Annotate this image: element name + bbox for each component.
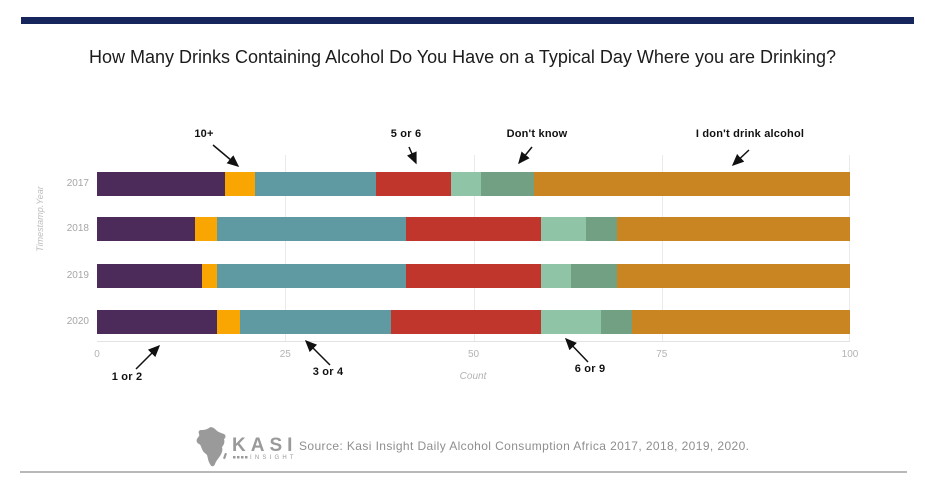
bar-segment[interactable] <box>97 217 195 241</box>
arrow-6or9 <box>564 337 589 363</box>
x-axis-title: Count <box>459 371 487 382</box>
bar-segment[interactable] <box>225 172 256 196</box>
bar-segment[interactable] <box>616 264 850 288</box>
bar-segment[interactable] <box>571 264 617 288</box>
bar-row-2017 <box>97 172 850 196</box>
bar-segment[interactable] <box>255 172 376 196</box>
header-accent-bar <box>21 17 914 24</box>
y-tick-label: 2017 <box>66 178 89 189</box>
bar-segment[interactable] <box>616 217 850 241</box>
bar-segment[interactable] <box>217 217 406 241</box>
kasi-logo-text: KASI <box>232 435 297 456</box>
bar-segment[interactable] <box>217 310 241 334</box>
arrow-3or4 <box>304 339 331 366</box>
kasi-logo-subtext: INSIGHT <box>250 455 297 461</box>
x-tick-label: 25 <box>279 349 291 360</box>
x-tick-label: 100 <box>841 349 859 360</box>
gridline-25 <box>285 155 287 342</box>
gridline-100 <box>849 155 850 342</box>
bar-segment[interactable] <box>202 264 218 288</box>
bar-segment[interactable] <box>450 172 481 196</box>
kasi-logo: KASI INSIGHT <box>196 427 297 467</box>
bar-segment[interactable] <box>405 217 542 241</box>
bar-segment[interactable] <box>375 172 451 196</box>
x-tick-label: 75 <box>656 349 668 360</box>
gridline-50 <box>473 155 475 342</box>
y-tick-label: 2018 <box>66 223 89 234</box>
y-tick-label: 2020 <box>66 316 89 327</box>
gridline-75 <box>661 155 663 342</box>
bar-row-2019 <box>97 264 850 288</box>
bar-segment[interactable] <box>541 310 602 334</box>
annotation-label-6or9: 6 or 9 <box>574 363 606 375</box>
bar-segment[interactable] <box>194 217 218 241</box>
x-tick-label: 50 <box>467 349 480 360</box>
bar-segment[interactable] <box>541 264 572 288</box>
x-axis-line <box>97 341 850 342</box>
chart-title: How Many Drinks Containing Alcohol Do Yo… <box>88 47 837 67</box>
bar-segment[interactable] <box>97 264 203 288</box>
footer-divider <box>20 471 907 473</box>
annotation-label-dont-drink: I don't drink alcohol <box>695 128 805 140</box>
bar-segment[interactable] <box>240 310 391 334</box>
y-tick-label: 2019 <box>66 270 89 281</box>
annotation-label-1or2: 1 or 2 <box>111 371 143 383</box>
bar-segment[interactable] <box>601 310 632 334</box>
annotation-label-10plus: 10+ <box>194 128 214 140</box>
logo-dots <box>233 456 248 459</box>
bar-segment[interactable] <box>631 310 850 334</box>
bar-segment[interactable] <box>405 264 542 288</box>
bar-segment[interactable] <box>97 310 218 334</box>
arrow-1or2 <box>135 344 161 370</box>
bar-segment[interactable] <box>480 172 534 196</box>
bar-segment[interactable] <box>390 310 542 334</box>
annotation-label-5or6: 5 or 6 <box>390 128 422 140</box>
annotation-label-dont-know: Don't know <box>506 128 568 140</box>
bar-segment[interactable] <box>217 264 406 288</box>
x-tick-label: 0 <box>94 349 100 360</box>
bar-segment[interactable] <box>97 172 225 196</box>
plot-area: 2017 2018 2019 2020 0 25 50 75 100 <box>67 155 858 360</box>
bar-segment[interactable] <box>533 172 850 196</box>
bar-segment[interactable] <box>586 217 617 241</box>
bar-segment[interactable] <box>541 217 587 241</box>
source-text: Source: Kasi Insight Daily Alcohol Consu… <box>299 439 750 453</box>
annotation-label-3or4: 3 or 4 <box>312 366 344 378</box>
africa-icon <box>196 427 227 467</box>
y-axis-title: Timestamp.Year <box>35 186 45 252</box>
bar-row-2018 <box>97 217 850 241</box>
bar-row-2020 <box>97 310 850 334</box>
